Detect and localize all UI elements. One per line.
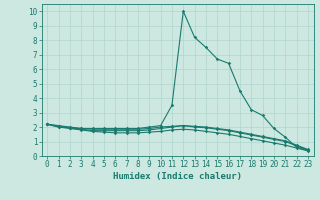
X-axis label: Humidex (Indice chaleur): Humidex (Indice chaleur) (113, 172, 242, 181)
